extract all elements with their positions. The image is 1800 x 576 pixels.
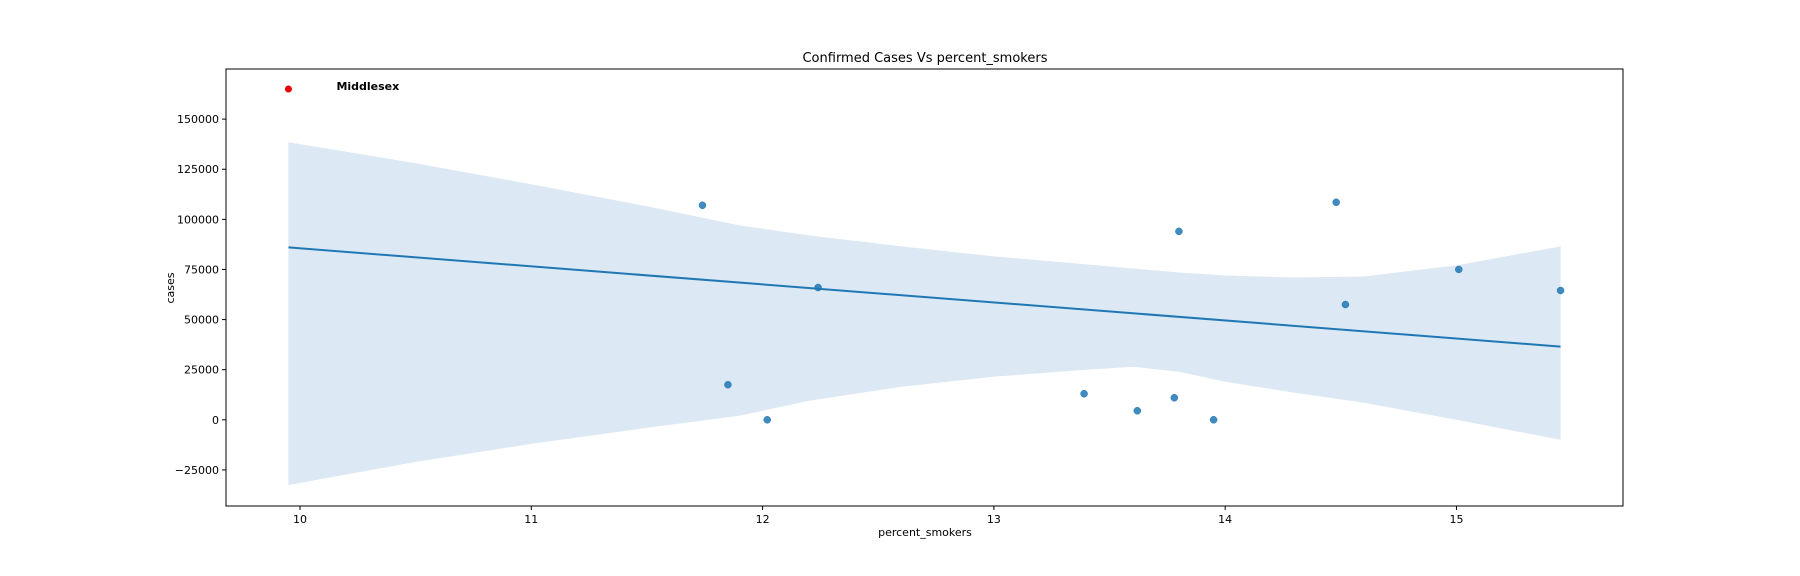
y-tick-label: −25000 <box>175 464 219 477</box>
data-point <box>698 201 707 210</box>
data-point <box>1080 389 1088 398</box>
x-tick-label: 13 <box>987 513 1001 526</box>
highlight-label: Middlesex <box>336 80 399 93</box>
data-point <box>1209 416 1218 424</box>
data-points-layer <box>698 198 1565 424</box>
highlight-point <box>284 85 292 93</box>
x-axis: 10 11 12 13 14 15 <box>293 506 1463 526</box>
regression-line <box>288 246 1561 348</box>
data-point <box>1455 265 1463 274</box>
data-point <box>1170 394 1179 402</box>
highlight-layer: Middlesex <box>284 80 399 93</box>
x-tick-label: 15 <box>1449 513 1463 526</box>
data-point <box>724 380 732 389</box>
y-tick-label: 100000 <box>177 213 219 226</box>
confidence-band-layer <box>288 142 1561 485</box>
y-axis: −25000 0 25000 50000 75000 100000 125000 150000 <box>175 113 226 477</box>
x-tick-label: 14 <box>1218 513 1232 526</box>
y-axis-label: cases <box>164 272 177 303</box>
regression-line-layer <box>288 246 1561 348</box>
chart-title: Confirmed Cases Vs percent_smokers <box>802 51 1047 66</box>
data-point <box>1556 286 1565 295</box>
x-tick-label: 10 <box>293 513 307 526</box>
y-tick-label: 50000 <box>184 314 219 327</box>
plot-frame <box>225 68 1624 507</box>
confidence-band <box>288 142 1561 485</box>
x-tick-label: 11 <box>524 513 538 526</box>
data-point <box>1332 198 1340 207</box>
y-tick-label: 0 <box>212 414 219 427</box>
y-tick-label: 75000 <box>184 263 219 276</box>
y-tick-label: 125000 <box>177 163 219 176</box>
x-axis-label: percent_smokers <box>878 526 972 539</box>
data-point <box>1133 407 1142 415</box>
data-point <box>763 416 771 424</box>
x-tick-label: 12 <box>756 513 770 526</box>
y-tick-label: 25000 <box>184 364 219 377</box>
data-point <box>1341 300 1350 309</box>
data-point <box>814 283 822 292</box>
y-tick-label: 150000 <box>177 113 219 126</box>
data-point <box>1175 227 1183 236</box>
